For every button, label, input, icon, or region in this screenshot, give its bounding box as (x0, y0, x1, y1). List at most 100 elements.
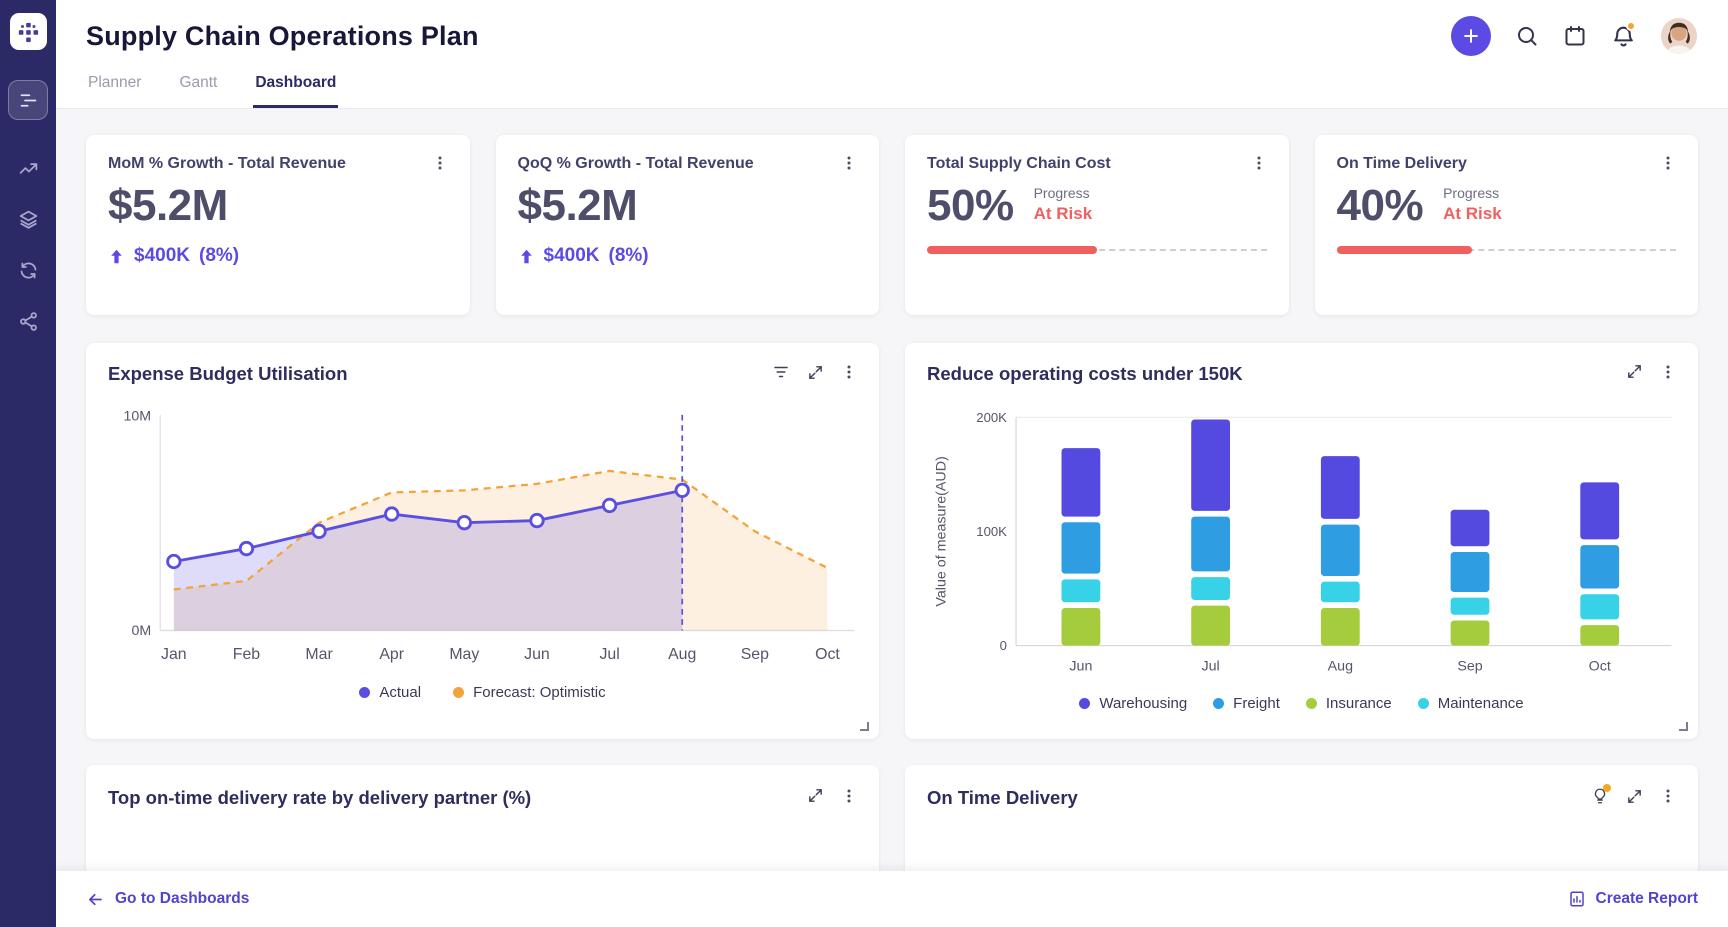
sidebar-item-reports[interactable] (8, 148, 48, 188)
legend-label: Insurance (1325, 694, 1392, 712)
share-nodes-icon (19, 311, 37, 331)
costs-chart-svg[interactable]: 0 100K 200K Value of measure(AUD) Jun Jul Aug S… (927, 399, 1676, 687)
kpi-delta: $400K (134, 245, 190, 266)
expand-icon[interactable] (807, 364, 824, 381)
legend-item-insurance[interactable]: Insurance (1305, 694, 1392, 712)
legend-dot (453, 686, 465, 698)
kpi-title: QoQ % Growth - Total Revenue (517, 155, 754, 172)
svg-text:Value of measure(AUD): Value of measure(AUD) (933, 456, 949, 606)
avatar-image (1660, 17, 1698, 55)
expand-icon[interactable] (1626, 363, 1643, 380)
svg-text:10M: 10M (124, 409, 152, 425)
kpi-delta-pct: (8%) (608, 245, 649, 266)
kpi-title: MoM % Growth - Total Revenue (108, 155, 346, 172)
go-to-dashboards-label: Go to Dashboards (115, 890, 250, 907)
kebab-menu-icon[interactable] (1660, 155, 1676, 171)
resize-corner-icon[interactable] (1679, 722, 1688, 731)
kebab-menu-icon[interactable] (1660, 364, 1676, 380)
layers-icon (19, 210, 37, 229)
svg-text:Oct: Oct (815, 646, 840, 663)
add-button[interactable] (1451, 16, 1491, 56)
insight-dot (1603, 784, 1611, 792)
kpi-card-mom-growth: MoM % Growth - Total Revenue $5.2M $400K… (86, 135, 470, 315)
svg-text:100K: 100K (976, 524, 1007, 539)
svg-text:Sep: Sep (741, 646, 769, 663)
bell-icon (1614, 26, 1633, 46)
sidebar-item-integrations[interactable] (8, 301, 48, 341)
expense-chart-svg[interactable]: 10M 0M Jan Feb Mar Apr May Jun Jul Aug Sep Oct (108, 399, 857, 676)
legend-label: Actual (379, 683, 422, 701)
kebab-menu-icon[interactable] (841, 155, 857, 171)
notification-dot (1626, 20, 1636, 31)
legend-item-warehousing[interactable]: Warehousing (1079, 695, 1187, 712)
legend-label: Warehousing (1099, 694, 1188, 712)
expand-icon[interactable] (807, 787, 824, 804)
panel-title: Top on-time delivery rate by delivery pa… (108, 787, 532, 808)
progress-track (1336, 249, 1676, 251)
sidebar-item-sync[interactable] (8, 250, 48, 290)
tab-gantt[interactable]: Gantt (179, 74, 218, 91)
search-button[interactable] (1515, 24, 1539, 48)
filter-icon[interactable] (772, 363, 790, 381)
lightbulb-icon (1594, 788, 1606, 804)
resize-corner-icon[interactable] (860, 722, 869, 731)
avatar[interactable] (1660, 17, 1698, 55)
trending-up-icon (19, 162, 37, 174)
bottom-bar: Go to Dashboards Create Report (56, 871, 1728, 927)
calendar-button[interactable] (1563, 24, 1587, 48)
kebab-menu-icon[interactable] (1660, 788, 1676, 804)
svg-text:Jul: Jul (1201, 659, 1219, 675)
notifications-button[interactable] (1611, 20, 1636, 49)
progress-label: Progress (1443, 185, 1500, 201)
kebab-menu-icon[interactable] (432, 155, 448, 171)
gantt-icon (20, 93, 36, 107)
costs-legend: Warehousing Freight Insurance Maint (927, 695, 1676, 712)
svg-text:Jul: Jul (599, 646, 619, 663)
page-title: Supply Chain Operations Plan (86, 20, 479, 51)
dashboard-content: MoM % Growth - Total Revenue $5.2M $400K… (56, 109, 1728, 927)
tab-planner[interactable]: Planner (88, 74, 142, 91)
kpi-value: $5.2M (108, 181, 228, 230)
svg-text:Mar: Mar (305, 646, 333, 663)
svg-text:Sep: Sep (1457, 659, 1482, 675)
go-to-dashboards-link[interactable]: Go to Dashboards (86, 890, 249, 909)
kebab-menu-icon[interactable] (1251, 155, 1267, 171)
legend-item-forecast[interactable]: Forecast: Optimistic (453, 684, 606, 701)
tab-bar: Planner Gantt Dashboard (56, 60, 1728, 109)
expand-icon[interactable] (1626, 788, 1643, 805)
arrow-up-icon (520, 249, 532, 263)
expense-legend: Actual Forecast: Optimistic (108, 684, 857, 701)
legend-item-freight[interactable]: Freight (1213, 695, 1280, 712)
sidebar-item-layers[interactable] (8, 199, 48, 239)
progress-bar (927, 246, 1267, 254)
panel-title: On Time Delivery (927, 787, 1078, 808)
arrow-left-icon (89, 893, 102, 905)
kebab-menu-icon[interactable] (841, 788, 857, 804)
svg-text:200K: 200K (976, 410, 1007, 425)
kpi-card-on-time-delivery: On Time Delivery 40% Progress At Risk (1314, 135, 1698, 315)
arrow-up-icon (111, 249, 122, 263)
legend-item-actual[interactable]: Actual (359, 684, 421, 701)
progress-bar (1336, 246, 1676, 254)
progress-fill (927, 246, 1097, 254)
sync-icon (20, 261, 36, 279)
topbar-actions (1451, 16, 1698, 56)
kpi-title: On Time Delivery (1336, 155, 1467, 172)
operating-costs-card: Reduce operating costs under 150K 0 100K 2… (905, 343, 1698, 739)
calendar-icon (1565, 26, 1585, 46)
svg-text:Oct: Oct (1589, 659, 1611, 675)
chart-title: Expense Budget Utilisation (108, 363, 348, 384)
kebab-menu-icon[interactable] (841, 364, 857, 380)
create-report-button[interactable]: Create Report (1568, 890, 1698, 908)
tab-dashboard[interactable]: Dashboard (253, 66, 339, 108)
kpi-delta: $400K (543, 245, 600, 266)
sidebar-item-plan[interactable] (8, 80, 48, 120)
legend-label: Freight (1233, 694, 1280, 712)
legend-dot (1213, 697, 1225, 709)
progress-fill (1336, 246, 1473, 254)
legend-item-maintenance[interactable]: Maintenance (1417, 695, 1524, 712)
app-logo[interactable] (9, 13, 47, 50)
insights-button[interactable] (1591, 784, 1611, 805)
charts-row: Expense Budget Utilisation (86, 343, 1698, 739)
